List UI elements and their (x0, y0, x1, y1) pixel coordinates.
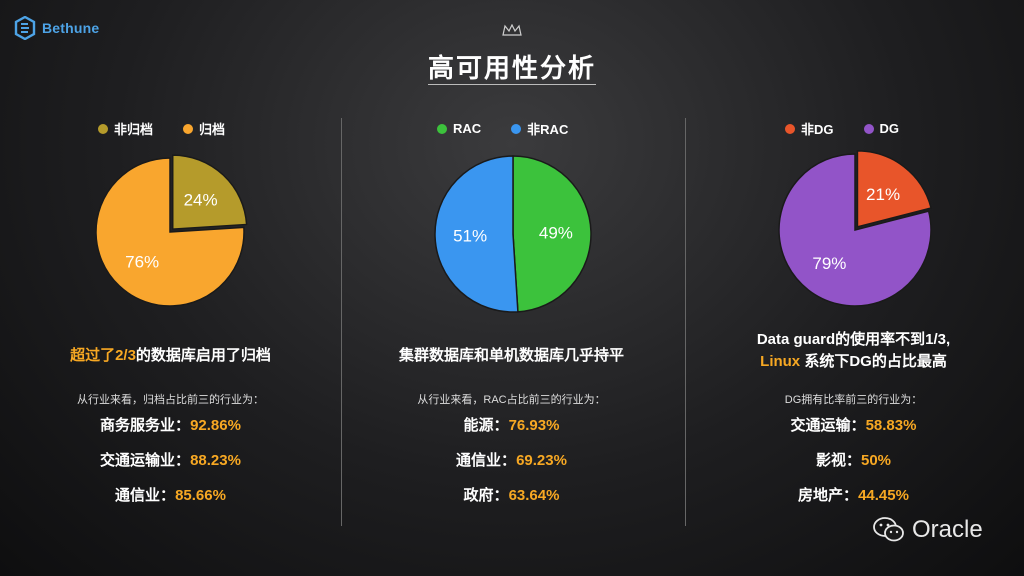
stat-row: 影视：50% (683, 449, 1024, 470)
stat-label: 房地产： (798, 487, 859, 504)
stat-row: 房地产：44.45% (683, 484, 1024, 505)
legend-swatch (511, 123, 522, 134)
pie-slice-1 (856, 150, 932, 228)
subtitle: 从行业来看，归档占比前三的行业为： (77, 394, 264, 406)
legend-item: 非归档 (98, 119, 153, 138)
title-underline (428, 84, 596, 85)
legend-swatch (183, 123, 194, 134)
stat-label: 商务服务业： (100, 417, 191, 434)
stat-row: 交通运输：58.83% (683, 414, 1024, 435)
chart-legend: 非归档 归档 (98, 119, 225, 138)
legend-label: 非RAC (527, 122, 569, 137)
page-title: 高可用性分析 (427, 53, 596, 83)
legend-item: RAC (437, 119, 481, 138)
stat-value: 92.86% (190, 417, 241, 434)
legend-label: 非DG (801, 122, 834, 137)
watermark-text: Oracle (912, 516, 983, 543)
brand-logo: Bethune (14, 16, 99, 40)
pie-slice-2 (95, 157, 245, 307)
column-divider (341, 118, 342, 526)
headline-text: 系统下DG的占比最高 (800, 353, 947, 370)
pie-slice-1 (512, 155, 592, 313)
legend-item: DG (863, 119, 900, 138)
pie-chart: 24% 76% (95, 154, 248, 307)
pie-data-label: 51% (453, 226, 487, 245)
headline-highlight: 超过了2/3 (70, 347, 136, 364)
pie-data-label: 49% (539, 224, 573, 243)
pie-data-label: 79% (812, 254, 846, 273)
pie-slice-2 (778, 153, 932, 307)
stat-row: 通信业：69.23% (341, 449, 682, 470)
stat-label: 能源： (463, 417, 509, 434)
pie-slice-1 (171, 154, 248, 230)
stat-row: 政府：63.64% (341, 484, 682, 505)
pie-slice-2 (434, 155, 519, 313)
crown-icon (502, 24, 522, 36)
stat-value: 63.64% (508, 487, 560, 504)
pie-data-label: 24% (184, 190, 218, 209)
subtitle: DG拥有比率前三的行业为： (784, 394, 923, 406)
chart-legend: RAC 非RAC (437, 119, 568, 138)
column-divider (685, 118, 686, 526)
legend-swatch (98, 123, 108, 134)
headline-text: 的数据库启用了归档 (135, 347, 271, 364)
stat-label: 影视： (815, 452, 861, 469)
panel-rac: RAC 非RAC 49% 51% 集群数据库和单机数据库几乎持平 从行业来看，RA… (341, 0, 682, 576)
subtitle: 从行业来看，RAC占比前三的行业为： (417, 394, 606, 406)
legend-label: DG (879, 121, 900, 136)
pie-data-label: 21% (866, 185, 900, 204)
logo-text: Bethune (42, 20, 100, 36)
headline-line: Linux 系统下DG的占比最高 (683, 351, 1024, 373)
stat-label: 通信业： (115, 487, 176, 504)
wechat-icon (873, 517, 904, 542)
stat-value: 44.45% (858, 487, 909, 504)
headline: 超过了2/3的数据库启用了归档 (0, 345, 341, 367)
bethune-logo-icon (14, 16, 36, 40)
stat-row: 交通运输业：88.23% (0, 449, 341, 470)
panel-dataguard: 非DG DG 21% 79% Data guard的使用率不到1/3, Linux… (683, 0, 1024, 576)
stat-value: 88.23% (190, 452, 241, 469)
legend-swatch (785, 123, 795, 134)
stat-value: 58.83% (865, 417, 917, 434)
stat-row: 商务服务业：92.86% (0, 414, 341, 435)
chart-legend: 非DG DG (785, 119, 899, 138)
pie-chart: 21% 79% (778, 150, 932, 307)
stat-label: 政府： (463, 487, 509, 504)
headline: 集群数据库和单机数据库几乎持平 (398, 347, 624, 364)
stat-value: 76.93% (508, 417, 560, 434)
legend-label: 非归档 (114, 122, 154, 137)
stat-row: 通信业：85.66% (0, 484, 341, 505)
stat-value: 85.66% (175, 487, 226, 504)
watermark: Oracle (872, 516, 983, 544)
pie-data-label: 76% (125, 253, 159, 272)
headline: Data guard的使用率不到1/3, Linux 系统下DG的占比最高 (683, 329, 1024, 373)
legend-item: 非RAC (511, 119, 568, 138)
legend-swatch (437, 123, 447, 134)
stat-label: 交通运输： (790, 417, 866, 434)
legend-item: 非DG (785, 119, 834, 138)
legend-swatch (863, 123, 874, 134)
legend-label: RAC (453, 121, 482, 136)
headline-line: Data guard的使用率不到1/3, (756, 331, 951, 348)
panel-archive: 非归档 归档 24% 76% 超过了2/3的数据库启用了归档 从行业来看，归档占比… (0, 0, 341, 576)
stat-row: 能源：76.93% (341, 414, 682, 435)
legend-label: 归档 (199, 122, 226, 137)
stat-label: 交通运输业： (100, 452, 191, 469)
legend-item: 归档 (183, 119, 225, 138)
stat-value: 50% (860, 452, 892, 469)
pie-chart: 49% 51% (434, 155, 592, 313)
stat-label: 通信业： (456, 452, 517, 469)
headline-highlight: Linux (760, 353, 801, 370)
stat-value: 69.23% (516, 452, 567, 469)
